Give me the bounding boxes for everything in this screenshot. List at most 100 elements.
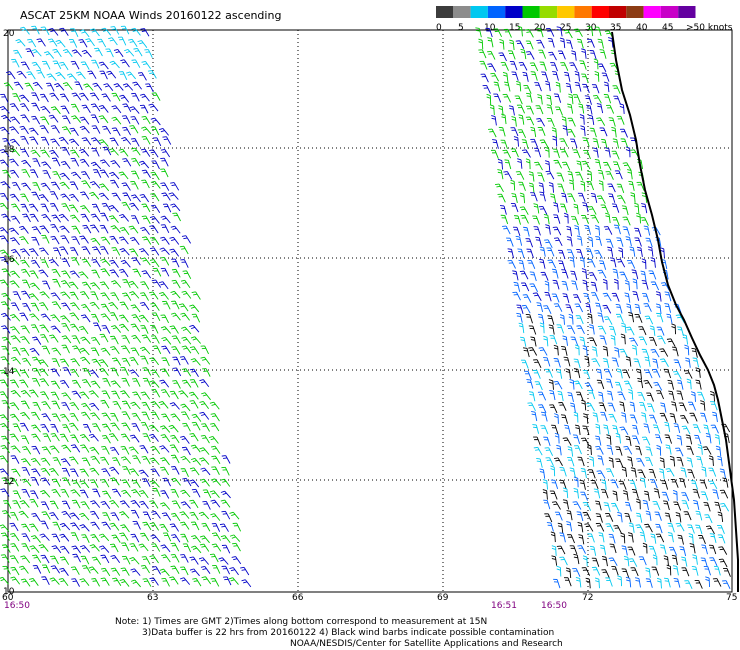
wind-barb — [114, 380, 121, 388]
wind-barb — [145, 169, 151, 178]
wind-barb — [235, 543, 241, 552]
wind-barb — [629, 304, 632, 314]
wind-barb — [62, 533, 70, 542]
wind-barb — [145, 270, 152, 279]
wind-barb — [563, 315, 565, 325]
wind-barb — [581, 457, 585, 467]
wind-barb — [556, 214, 561, 224]
wind-barb — [529, 106, 534, 115]
wind-barb — [629, 326, 635, 336]
wind-barb — [144, 179, 150, 189]
wind-barb — [596, 139, 600, 149]
wind-barb — [133, 543, 139, 552]
wind-barb — [600, 104, 604, 114]
wind-barb — [614, 479, 619, 489]
wind-barb — [122, 148, 129, 157]
wind-barb — [193, 467, 200, 476]
wind-barb — [85, 246, 91, 255]
wind-barb — [621, 248, 624, 258]
wind-barb — [663, 545, 667, 555]
wind-barb — [137, 48, 143, 57]
wind-barb — [542, 206, 548, 215]
wind-barb — [615, 426, 619, 436]
wind-barb — [484, 73, 489, 83]
wind-barb — [54, 325, 61, 334]
wind-barb — [74, 257, 80, 266]
wind-barb — [659, 533, 665, 543]
wind-barb — [560, 184, 565, 193]
wind-barb — [94, 314, 100, 323]
wind-barb — [117, 49, 124, 58]
wind-barb — [23, 136, 29, 145]
wind-barb — [538, 237, 542, 247]
wind-barb — [23, 126, 29, 135]
wind-barb — [698, 580, 703, 589]
wind-barb — [555, 71, 559, 81]
wind-barb — [612, 326, 617, 336]
wind-barb — [183, 259, 189, 268]
wind-barb — [490, 51, 496, 60]
wind-barb — [34, 324, 40, 333]
wind-barb — [114, 280, 122, 288]
wind-barb — [3, 181, 11, 189]
wind-barb — [581, 193, 586, 202]
wind-barb — [569, 227, 572, 237]
wind-barb — [577, 359, 581, 369]
wind-barb — [531, 402, 536, 412]
wind-barb — [224, 478, 231, 487]
wind-barb — [640, 392, 646, 402]
wind-barb — [185, 235, 192, 244]
wind-barb — [579, 578, 582, 588]
wind-barb — [185, 423, 191, 432]
wind-barb — [616, 96, 622, 105]
wind-barb — [44, 203, 49, 213]
wind-barb — [602, 181, 604, 191]
wind-barb — [145, 236, 152, 245]
wind-barb — [573, 271, 578, 281]
wind-barb — [43, 225, 50, 234]
wind-barb — [126, 103, 132, 112]
wind-barb — [72, 422, 79, 431]
wind-barb — [174, 312, 181, 321]
x-tick-label: 69 — [437, 593, 449, 603]
wind-barb — [53, 138, 60, 147]
wind-barb — [63, 522, 71, 531]
wind-barb — [83, 356, 91, 365]
wind-barb — [535, 215, 540, 225]
wind-barb — [134, 170, 140, 180]
wind-barb — [4, 532, 10, 541]
wind-barb — [74, 236, 80, 245]
wind-barb — [696, 358, 699, 368]
wind-barb — [45, 345, 51, 355]
wind-barb — [133, 125, 139, 134]
wind-barb — [612, 534, 616, 544]
wind-barb — [538, 381, 543, 391]
wind-barb — [83, 125, 90, 134]
wind-barb — [35, 182, 41, 191]
wind-barb — [111, 37, 118, 46]
wind-barb — [713, 401, 718, 411]
wind-barb — [591, 238, 594, 248]
wind-barb — [134, 323, 140, 332]
wind-barb — [647, 424, 650, 434]
wind-barb — [122, 269, 129, 278]
wind-barb — [194, 458, 202, 466]
wind-barb — [524, 215, 529, 224]
wind-barb — [113, 346, 120, 355]
wind-barb — [35, 191, 41, 201]
wind-barb — [550, 105, 554, 115]
wind-barb — [667, 303, 672, 313]
wind-barb — [163, 425, 171, 433]
wind-barb — [115, 534, 121, 543]
x-tick-label: 72 — [582, 593, 593, 603]
wind-barb — [522, 62, 528, 71]
wind-barb — [643, 478, 647, 488]
wind-barb — [529, 51, 535, 60]
wind-barb — [615, 358, 619, 368]
wind-barb — [62, 137, 69, 145]
wind-barb — [104, 303, 110, 313]
wind-barb — [143, 532, 150, 542]
wind-barb — [105, 423, 112, 432]
wind-barb — [74, 578, 80, 587]
wind-barb — [93, 28, 100, 37]
